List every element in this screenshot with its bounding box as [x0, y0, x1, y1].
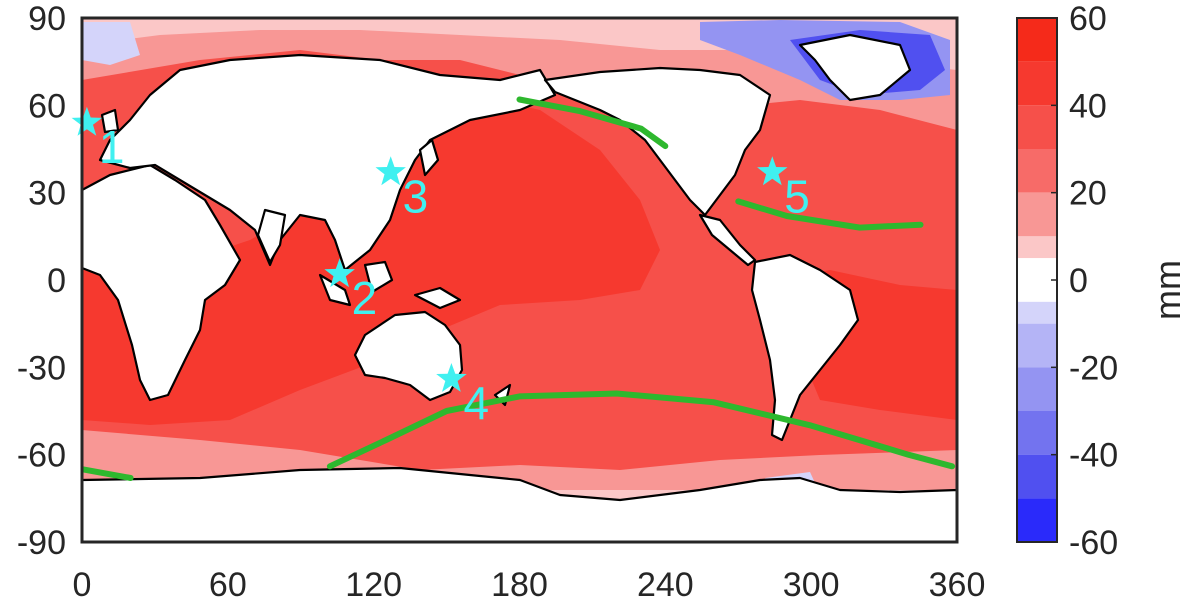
borneo-landmass: [363, 260, 394, 294]
x-tick-label: 60: [209, 566, 247, 604]
colorbar-bin: [1017, 105, 1057, 149]
contour-line: [326, 390, 956, 470]
colorbar-bin: [1017, 192, 1057, 237]
colorbar-tick-label: 60: [1069, 0, 1107, 38]
y-tick-label: -90: [17, 524, 66, 562]
colorbar-tick-label: 0: [1069, 262, 1088, 300]
south-america-landmass: [750, 253, 860, 442]
y-tick-label: -60: [17, 437, 66, 475]
colorbar-tick-label: -60: [1069, 524, 1118, 562]
station-star-marker: [324, 258, 355, 288]
x-tick-label: 300: [783, 566, 840, 604]
new-guinea-landmass: [413, 286, 462, 310]
colorbar-tick-label: 20: [1069, 175, 1107, 213]
x-tick-label: 0: [73, 566, 92, 604]
colorbar-unit-label: mm: [1147, 260, 1188, 320]
africa-landmass: [82, 163, 242, 402]
colorbar-ticks: 60 40 20 0 -20 -40 -60: [1051, 0, 1118, 562]
y-axis-ticks: 90 60 30 0 -30 -60 -90: [17, 0, 66, 562]
y-tick-label: 60: [28, 87, 66, 125]
station-star-marker: [757, 156, 788, 186]
continent-outlines: [82, 33, 957, 542]
uk-landmass: [100, 108, 120, 134]
x-tick-label: 360: [929, 566, 986, 604]
y-tick-label: -30: [17, 349, 66, 387]
contour-line: [82, 466, 134, 481]
contour-line: [735, 198, 924, 231]
colorbar-bin: [1017, 454, 1057, 499]
y-tick-label: 30: [28, 175, 66, 213]
station-star-marker: [375, 156, 406, 186]
central-america-landmass: [698, 213, 757, 267]
japan-landmass: [418, 138, 440, 177]
plot-frame: [80, 16, 959, 544]
colorbar-bin: [1017, 367, 1057, 411]
colorbar-tick-label: -40: [1069, 437, 1118, 475]
colorbar-bin: [1017, 411, 1057, 455]
colorbar-bin: [1017, 258, 1057, 302]
station-marker-label: 1: [99, 121, 125, 173]
x-tick-label: 180: [491, 566, 548, 604]
station-marker-label: 3: [403, 170, 429, 222]
x-tick-label: 240: [637, 566, 694, 604]
contour-line: [516, 96, 669, 150]
colorbar-bin: [1017, 301, 1057, 324]
contour-lines: [82, 96, 956, 481]
station-star-marker: [436, 363, 467, 392]
station-marker-label: 5: [784, 170, 810, 222]
colorbar-tick-label: -20: [1069, 349, 1118, 387]
eurasia-landmass: [98, 53, 557, 272]
colorbar-bin: [1017, 149, 1057, 193]
x-axis-ticks: 0 60 120 180 240 300 360: [73, 566, 986, 604]
colorbar-bin: [1017, 61, 1057, 106]
y-tick-label: 0: [47, 262, 66, 300]
station-star-marker: [71, 106, 103, 136]
colorbar: [1016, 17, 1058, 543]
india-landmass: [256, 208, 287, 264]
colorbar-bin: [1017, 498, 1057, 542]
antarctica-landmass: [82, 466, 957, 542]
anomaly-band-high-indopacific: [82, 92, 660, 425]
greenland-landmass: [798, 33, 912, 102]
sumatra-landmass: [318, 273, 352, 307]
station-marker-label: 2: [352, 272, 378, 324]
anomaly-band-negative-northwest: [82, 22, 140, 65]
station-marker-label: 4: [463, 377, 489, 429]
colorbar-tick-label: 40: [1069, 87, 1107, 125]
x-tick-label: 120: [345, 566, 402, 604]
y-tick-label: 90: [28, 0, 66, 38]
australia-landmass: [353, 310, 464, 402]
colorbar-bin: [1017, 18, 1057, 62]
colorbar-bin: [1017, 323, 1057, 368]
colorbar-bin: [1017, 236, 1057, 259]
